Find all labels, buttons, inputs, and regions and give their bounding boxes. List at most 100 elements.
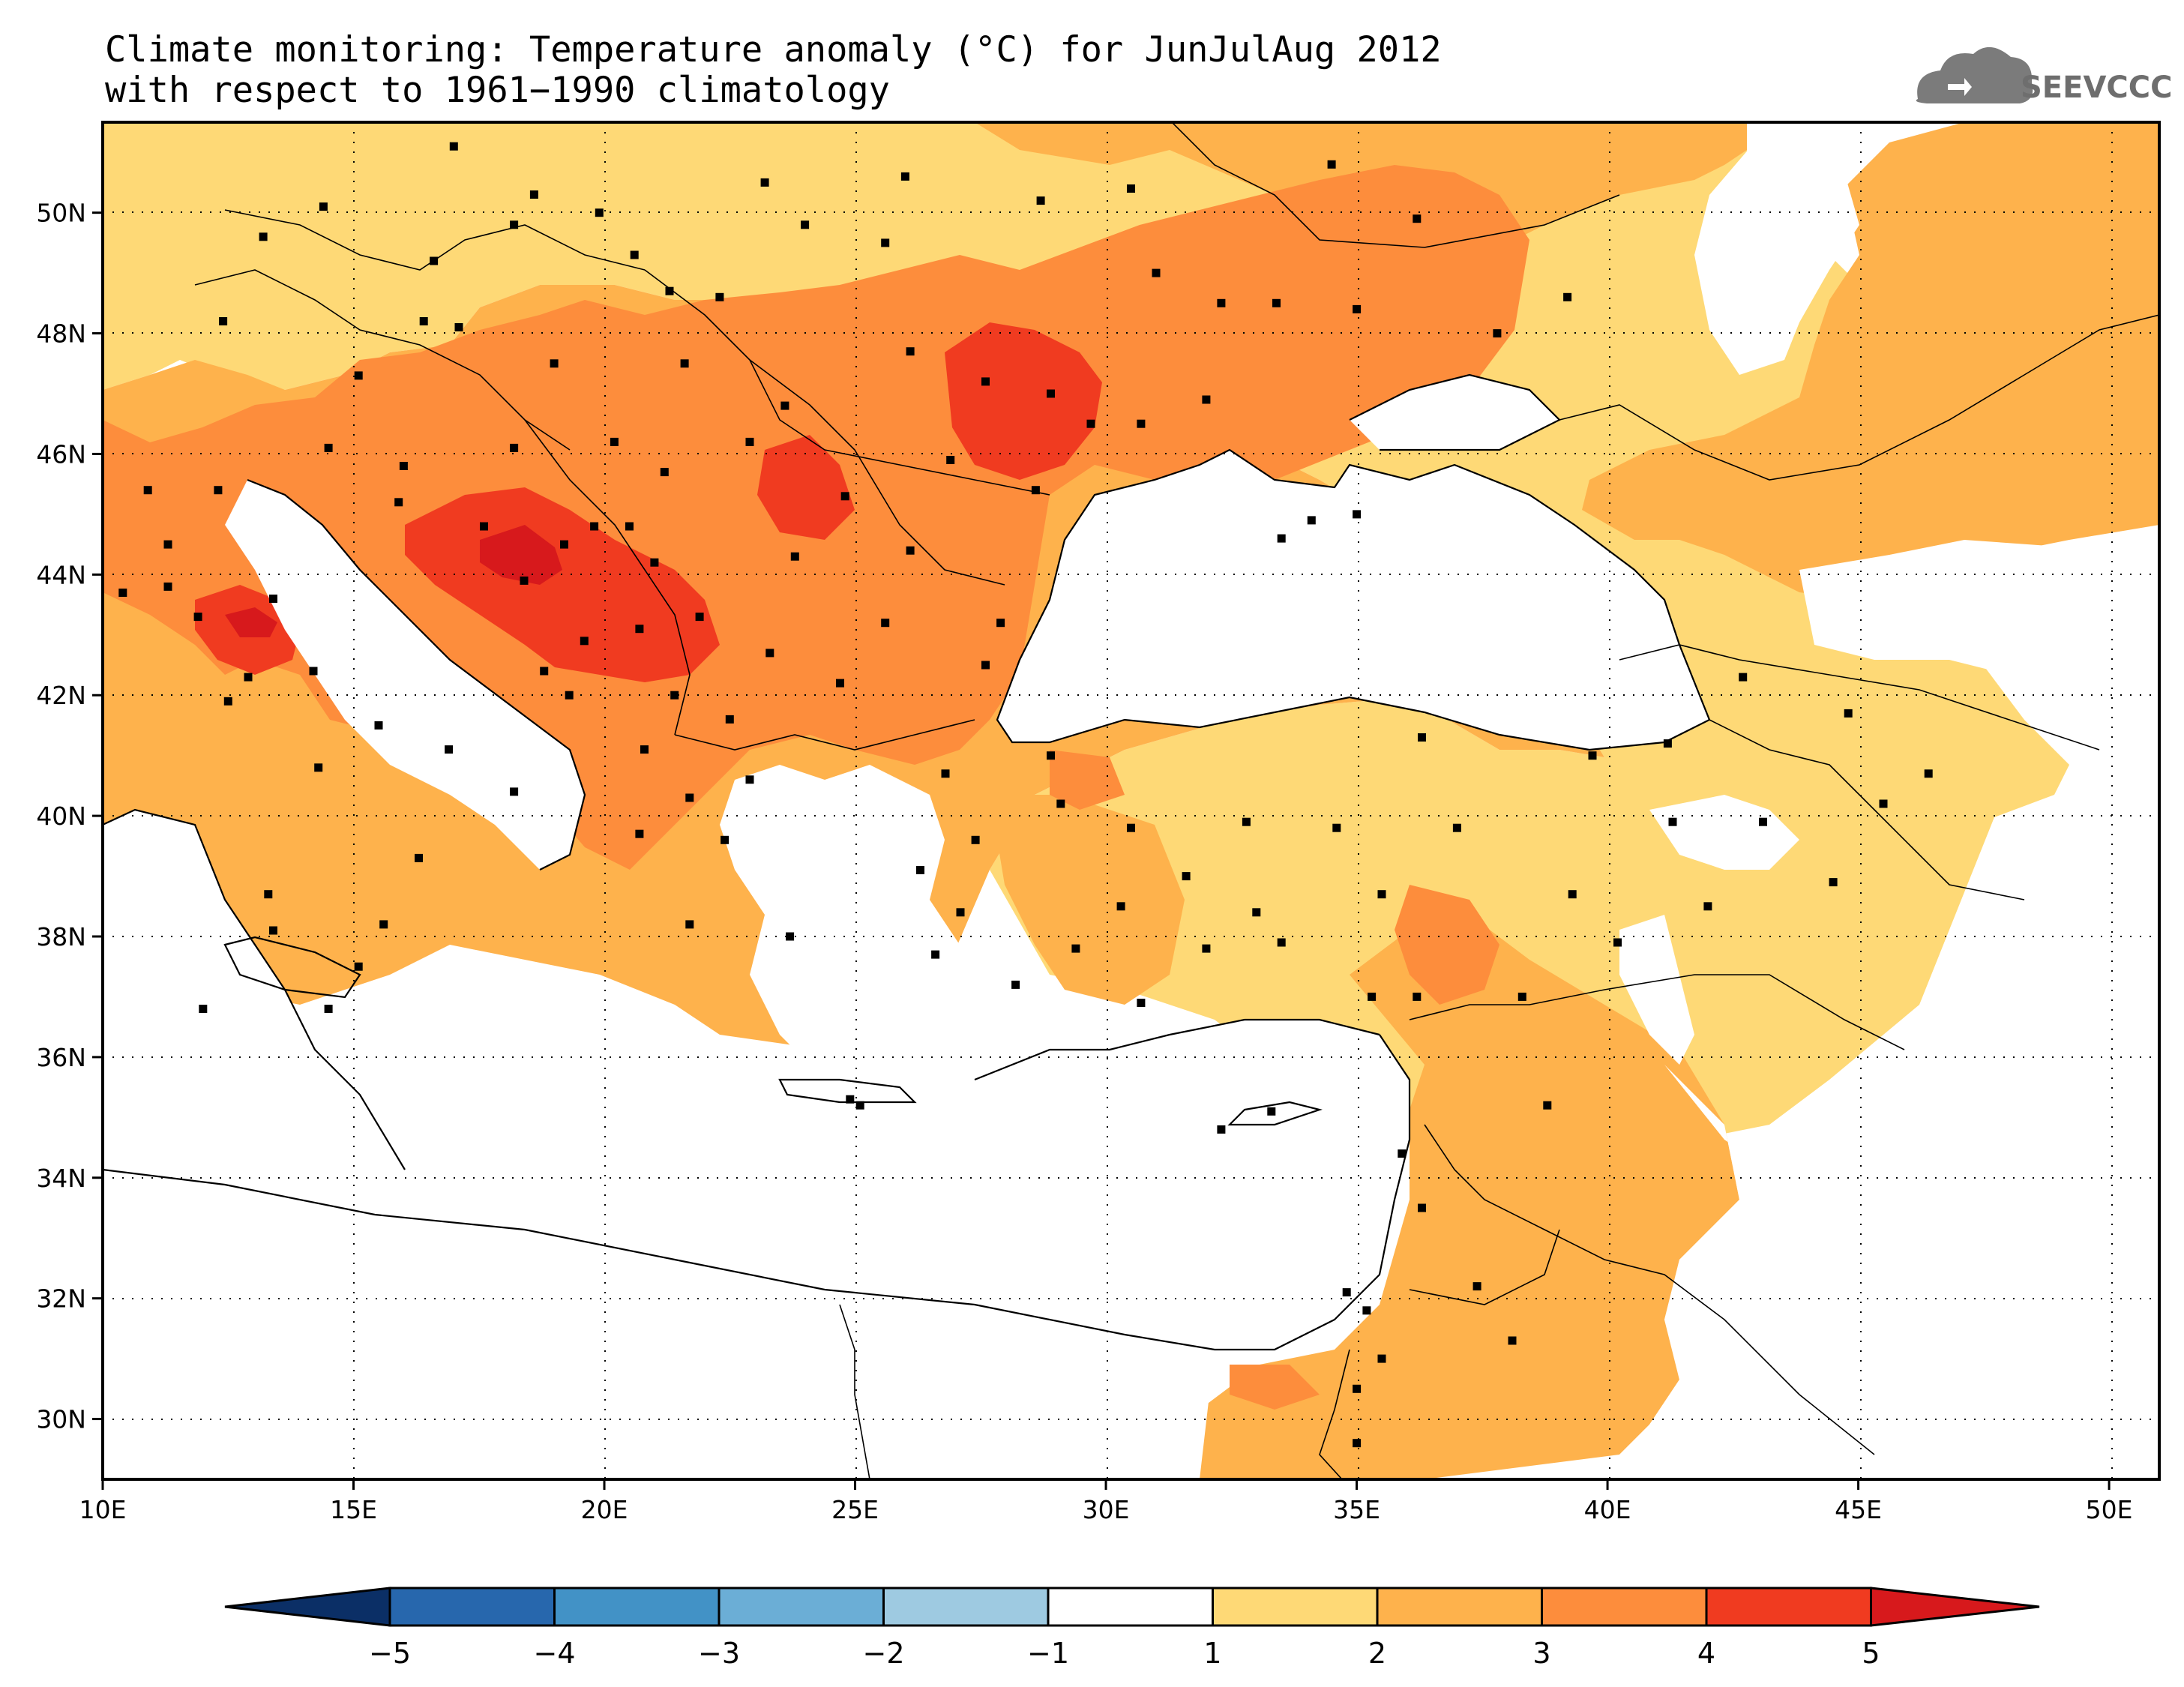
- station-marker: [319, 202, 328, 211]
- station-marker: [510, 443, 519, 452]
- station-marker: [610, 437, 619, 446]
- station-marker: [846, 1095, 855, 1104]
- station-marker: [906, 347, 915, 356]
- station-marker: [630, 250, 639, 259]
- colorbar-box: [718, 1587, 885, 1627]
- near-normal-zone-se: [1619, 915, 1694, 1065]
- lon-label: 45E: [1835, 1495, 1882, 1524]
- colorbar-box: [1541, 1587, 1708, 1627]
- station-marker: [640, 745, 649, 754]
- logo-text: SEEVCCC: [2021, 70, 2172, 105]
- colorbar-upper-extend: [1870, 1587, 2040, 1627]
- station-marker: [1879, 799, 1888, 808]
- coastlines: [103, 373, 1711, 1351]
- station-marker: [163, 582, 172, 591]
- lat-label: 34N: [36, 1164, 86, 1193]
- station-marker: [916, 866, 924, 874]
- station-marker: [625, 522, 634, 531]
- station-marker: [1342, 1288, 1351, 1297]
- lat-label: 40N: [36, 802, 86, 831]
- station-marker: [1277, 938, 1286, 947]
- station-marker: [565, 691, 574, 700]
- station-marker: [510, 220, 519, 229]
- station-marker: [900, 172, 909, 181]
- lon-label: 50E: [2086, 1495, 2133, 1524]
- station-marker: [1362, 1306, 1371, 1315]
- station-marker: [269, 926, 277, 935]
- no-data-southeast: [1574, 975, 2159, 1479]
- station-marker: [881, 238, 890, 247]
- station-marker: [1011, 980, 1020, 989]
- station-marker: [1493, 329, 1502, 338]
- station-marker: [1137, 419, 1146, 428]
- colorbar-box: [1376, 1587, 1543, 1627]
- colorbar-box: [1212, 1587, 1379, 1627]
- station-marker: [118, 589, 127, 597]
- station-marker: [1332, 823, 1341, 832]
- lat-label: 46N: [36, 439, 86, 469]
- station-marker: [1047, 389, 1055, 398]
- station-marker: [765, 649, 774, 658]
- station-marker: [635, 829, 644, 838]
- station-marker: [1739, 673, 1748, 682]
- station-marker: [745, 775, 754, 784]
- station-marker: [259, 232, 268, 241]
- station-marker: [430, 256, 439, 265]
- station-marker: [269, 595, 277, 603]
- colorbar-label: 5: [1862, 1637, 1880, 1670]
- lon-label: 25E: [831, 1495, 879, 1524]
- station-marker: [1613, 938, 1622, 947]
- colorbar: −5 −4 −3 −2 −1 1 2 3 4 5: [224, 1587, 2040, 1670]
- station-marker: [1563, 292, 1572, 301]
- station-marker: [680, 359, 689, 368]
- station-marker: [881, 619, 890, 628]
- graticule: [103, 122, 2159, 1479]
- lat-label: 30N: [36, 1405, 86, 1434]
- near-normal-zone-north: [1694, 135, 1859, 375]
- station-marker: [445, 745, 454, 754]
- station-marker: [715, 292, 724, 301]
- station-marker: [931, 950, 940, 959]
- station-marker: [1353, 304, 1362, 313]
- station-marker: [415, 853, 423, 862]
- station-marker: [685, 920, 694, 929]
- map-plot-area: [103, 122, 2159, 1479]
- station-marker: [1056, 799, 1065, 808]
- station-marker: [1377, 890, 1386, 899]
- colorbar-label: 1: [1203, 1637, 1221, 1670]
- station-marker: [635, 625, 644, 634]
- lat-label: 32N: [36, 1284, 86, 1314]
- station-marker: [199, 1005, 208, 1013]
- station-marker: [394, 498, 403, 507]
- station-marker: [790, 552, 799, 561]
- station-marker: [324, 1005, 333, 1013]
- station-marker: [1127, 823, 1135, 832]
- map-title-line-2: with respect to 1961−1990 climatology: [105, 70, 890, 111]
- colorbar-label: −5: [369, 1637, 411, 1670]
- station-marker: [354, 962, 363, 971]
- anomaly-band-above-5: [225, 525, 562, 637]
- station-marker: [1844, 709, 1853, 718]
- station-marker: [1508, 1336, 1517, 1345]
- lat-label: 50N: [36, 199, 86, 228]
- anomaly-band-1-2: [103, 122, 2099, 1200]
- station-marker: [685, 793, 694, 802]
- lon-label: 35E: [1333, 1495, 1380, 1524]
- station-marker: [660, 468, 669, 477]
- station-marker: [223, 697, 232, 706]
- station-marker: [454, 323, 463, 331]
- station-marker: [595, 208, 604, 217]
- station-marker: [840, 492, 849, 501]
- colorbar-label: 3: [1532, 1637, 1550, 1670]
- station-marker: [906, 546, 915, 555]
- station-marker: [1663, 739, 1672, 748]
- station-marker: [1086, 419, 1095, 428]
- station-marker: [1759, 817, 1767, 826]
- station-marker: [480, 522, 488, 531]
- station-marker: [1418, 733, 1426, 742]
- station-marker: [721, 835, 729, 844]
- adriatic-sea: [225, 480, 585, 870]
- station-marker: [650, 558, 659, 567]
- station-marker: [1452, 823, 1461, 832]
- colorbar-label: −3: [698, 1637, 740, 1670]
